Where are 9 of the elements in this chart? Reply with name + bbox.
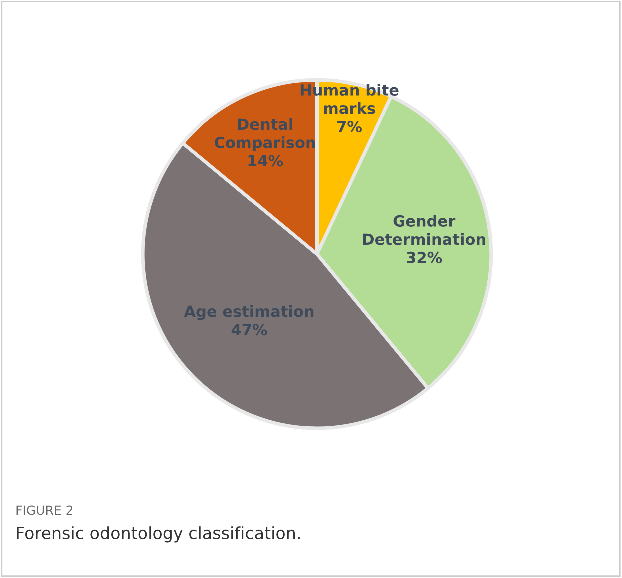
slice-label: Dental Comparison: [215, 118, 316, 152]
data-label: 47%: [232, 324, 268, 336]
slice-label: Gender Determination: [364, 215, 486, 246]
data-label: 7%: [338, 120, 362, 133]
slice-label: Age estimation: [184, 305, 314, 320]
data-label: 32%: [407, 252, 442, 264]
caption: FIGURE 2: [16, 506, 73, 516]
text: Forensic odontology classification.: [17, 526, 300, 543]
data-label: 14%: [248, 155, 284, 167]
